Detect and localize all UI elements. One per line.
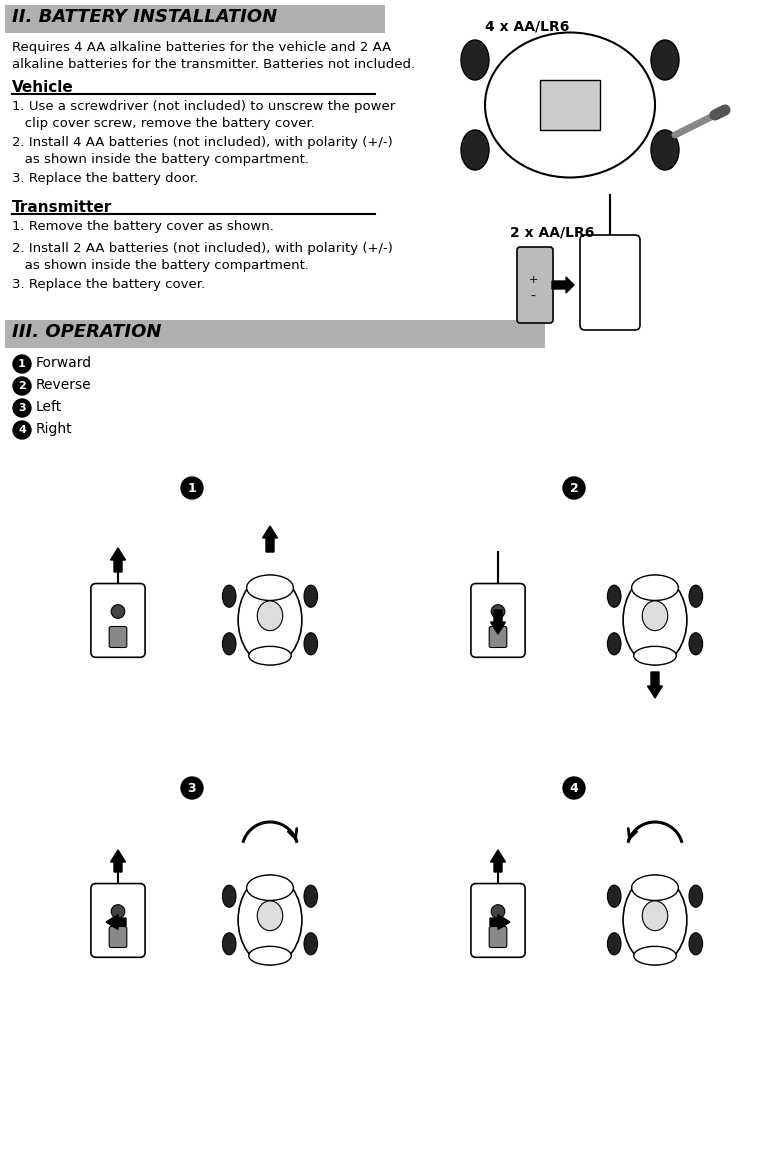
Text: Requires 4 AA alkaline batteries for the vehicle and 2 AA
alkaline batteries for: Requires 4 AA alkaline batteries for the… <box>12 41 415 71</box>
Text: 4: 4 <box>18 426 26 435</box>
Ellipse shape <box>689 632 703 655</box>
Ellipse shape <box>249 947 291 966</box>
Circle shape <box>563 777 585 798</box>
Circle shape <box>13 399 31 417</box>
Ellipse shape <box>623 575 687 665</box>
Ellipse shape <box>238 876 302 964</box>
FancyArrow shape <box>647 672 663 698</box>
Ellipse shape <box>247 575 293 601</box>
Text: +: + <box>528 275 538 285</box>
Text: 3: 3 <box>187 782 197 795</box>
FancyBboxPatch shape <box>489 927 507 948</box>
Text: 2: 2 <box>18 381 26 390</box>
Ellipse shape <box>238 575 302 665</box>
FancyArrow shape <box>491 850 505 872</box>
Ellipse shape <box>304 885 318 907</box>
Ellipse shape <box>631 874 678 900</box>
Ellipse shape <box>689 586 703 607</box>
Ellipse shape <box>651 130 679 170</box>
Text: Forward: Forward <box>36 357 92 371</box>
Ellipse shape <box>257 901 283 931</box>
FancyBboxPatch shape <box>517 247 553 323</box>
FancyArrow shape <box>106 914 126 929</box>
Text: 4 x AA/LR6: 4 x AA/LR6 <box>485 20 569 34</box>
Ellipse shape <box>631 575 678 601</box>
Ellipse shape <box>257 601 283 630</box>
Ellipse shape <box>304 586 318 607</box>
Text: Right: Right <box>36 422 73 436</box>
Ellipse shape <box>247 874 293 900</box>
FancyBboxPatch shape <box>580 235 640 330</box>
Ellipse shape <box>223 933 236 955</box>
Text: 3: 3 <box>18 403 26 413</box>
Ellipse shape <box>607 586 621 607</box>
FancyArrow shape <box>263 526 277 552</box>
Ellipse shape <box>634 646 677 665</box>
Ellipse shape <box>223 885 236 907</box>
Ellipse shape <box>249 646 291 665</box>
Circle shape <box>563 477 585 499</box>
Ellipse shape <box>223 586 236 607</box>
FancyArrow shape <box>552 277 574 293</box>
Circle shape <box>13 376 31 395</box>
Text: 2: 2 <box>570 482 578 494</box>
Ellipse shape <box>304 933 318 955</box>
Ellipse shape <box>461 130 489 170</box>
Ellipse shape <box>607 933 621 955</box>
Text: 3. Replace the battery cover.: 3. Replace the battery cover. <box>12 278 205 291</box>
Text: Vehicle: Vehicle <box>12 79 74 95</box>
Text: 1. Remove the battery cover as shown.: 1. Remove the battery cover as shown. <box>12 220 274 233</box>
FancyBboxPatch shape <box>489 627 507 648</box>
Ellipse shape <box>304 632 318 655</box>
Text: II. BATTERY INSTALLATION: II. BATTERY INSTALLATION <box>12 8 277 26</box>
Ellipse shape <box>607 632 621 655</box>
Ellipse shape <box>642 901 667 931</box>
Bar <box>540 79 600 130</box>
Text: 1. Use a screwdriver (not included) to unscrew the power
   clip cover screw, re: 1. Use a screwdriver (not included) to u… <box>12 101 396 130</box>
Text: 1: 1 <box>18 359 26 369</box>
FancyBboxPatch shape <box>471 583 525 657</box>
FancyBboxPatch shape <box>91 884 145 957</box>
Ellipse shape <box>607 885 621 907</box>
Circle shape <box>111 604 124 618</box>
Ellipse shape <box>623 876 687 964</box>
Text: 2. Install 4 AA batteries (not included), with polarity (+/-)
   as shown inside: 2. Install 4 AA batteries (not included)… <box>12 136 392 166</box>
Text: Left: Left <box>36 400 62 414</box>
Ellipse shape <box>689 933 703 955</box>
Ellipse shape <box>634 947 677 966</box>
FancyBboxPatch shape <box>109 927 127 948</box>
Circle shape <box>111 905 124 919</box>
FancyArrow shape <box>491 610 505 634</box>
Circle shape <box>13 421 31 440</box>
Ellipse shape <box>461 40 489 79</box>
Text: III. OPERATION: III. OPERATION <box>12 323 161 341</box>
Text: 4: 4 <box>570 782 578 795</box>
Text: 3. Replace the battery door.: 3. Replace the battery door. <box>12 172 198 185</box>
FancyBboxPatch shape <box>91 583 145 657</box>
Text: 2 x AA/LR6: 2 x AA/LR6 <box>510 224 594 238</box>
Text: 1: 1 <box>187 482 197 494</box>
FancyArrow shape <box>111 548 125 572</box>
Circle shape <box>492 905 505 919</box>
Circle shape <box>13 355 31 373</box>
Circle shape <box>492 604 505 618</box>
Ellipse shape <box>689 885 703 907</box>
Ellipse shape <box>223 632 236 655</box>
Text: -: - <box>531 290 535 304</box>
FancyArrow shape <box>111 850 125 872</box>
Circle shape <box>181 777 203 798</box>
FancyBboxPatch shape <box>109 627 127 648</box>
Ellipse shape <box>642 601 667 630</box>
Ellipse shape <box>485 33 655 178</box>
Bar <box>5 5 385 33</box>
Text: Reverse: Reverse <box>36 378 91 392</box>
Text: Transmitter: Transmitter <box>12 200 112 215</box>
FancyArrow shape <box>490 914 510 929</box>
Text: 2. Install 2 AA batteries (not included), with polarity (+/-)
   as shown inside: 2. Install 2 AA batteries (not included)… <box>12 242 393 271</box>
FancyBboxPatch shape <box>471 884 525 957</box>
Circle shape <box>181 477 203 499</box>
Ellipse shape <box>651 40 679 79</box>
Bar <box>5 320 545 348</box>
